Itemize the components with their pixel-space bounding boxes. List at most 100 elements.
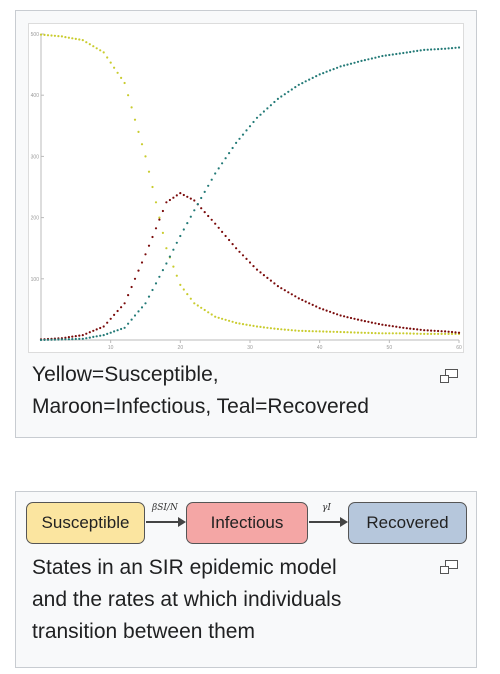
data-point	[346, 63, 349, 66]
data-point	[147, 244, 151, 247]
data-point	[430, 48, 433, 51]
data-point	[360, 319, 363, 322]
data-point	[315, 305, 318, 308]
data-point	[388, 324, 391, 327]
data-point	[384, 332, 387, 335]
data-point	[454, 46, 457, 49]
state-infectious: Infectious	[186, 502, 308, 544]
data-point	[133, 118, 137, 121]
data-point	[78, 337, 81, 340]
data-point	[113, 66, 116, 69]
data-point	[106, 56, 109, 59]
chart-image[interactable]: 10 20 30 40 50 60 100 200 300 400 500	[28, 23, 464, 353]
data-point	[419, 49, 422, 52]
data-point	[217, 316, 220, 319]
data-point	[64, 338, 67, 341]
data-point	[248, 324, 252, 327]
data-point	[363, 331, 366, 334]
data-point	[214, 315, 217, 318]
data-point	[283, 289, 286, 292]
data-point	[78, 38, 81, 41]
data-point	[290, 88, 293, 91]
data-point	[182, 228, 185, 231]
data-point	[304, 329, 307, 333]
data-point	[374, 332, 377, 335]
data-point	[363, 59, 366, 62]
data-point	[67, 336, 70, 339]
data-point	[182, 288, 185, 291]
data-point	[301, 298, 304, 302]
figure-caption: States in an SIR epidemic model and the …	[32, 552, 432, 648]
data-point	[116, 71, 119, 74]
data-point	[50, 338, 53, 341]
series-susceptible	[39, 33, 461, 335]
data-point	[273, 100, 276, 104]
data-point	[377, 322, 380, 326]
data-point	[353, 61, 356, 64]
data-point	[426, 48, 429, 51]
data-point	[207, 311, 210, 314]
figure-caption: Yellow=Susceptible, Maroon=Infectious, T…	[32, 359, 432, 423]
data-point	[370, 57, 373, 60]
data-point	[332, 312, 335, 315]
data-point	[440, 330, 443, 333]
data-point	[367, 320, 370, 323]
magnify-clip-icon[interactable]	[440, 369, 458, 383]
data-point	[311, 76, 314, 79]
data-point	[137, 310, 140, 313]
data-point	[113, 313, 116, 316]
data-point	[186, 293, 189, 296]
data-point	[255, 116, 259, 119]
data-point	[95, 47, 98, 50]
data-point	[172, 248, 175, 251]
data-point	[235, 321, 238, 324]
data-point	[130, 285, 133, 289]
data-point	[259, 271, 262, 274]
data-point	[203, 190, 206, 193]
data-point	[133, 314, 137, 317]
data-point	[147, 170, 151, 173]
data-point	[133, 277, 137, 280]
data-point	[283, 328, 286, 331]
data-point	[457, 46, 461, 49]
data-point	[60, 338, 63, 341]
data-point	[384, 324, 387, 327]
data-point	[325, 330, 328, 333]
data-point	[85, 41, 88, 44]
data-point	[339, 65, 342, 68]
data-point	[391, 53, 394, 56]
data-point	[447, 47, 450, 50]
data-point	[287, 328, 290, 331]
data-point	[259, 113, 262, 116]
data-point	[405, 332, 408, 335]
data-point	[405, 327, 408, 330]
magnify-clip-icon[interactable]	[440, 560, 458, 574]
data-point	[356, 331, 360, 334]
data-point	[127, 94, 130, 97]
data-point	[304, 300, 307, 303]
data-point	[109, 317, 112, 320]
data-point	[210, 218, 213, 221]
y-tick-label: 500	[31, 32, 40, 38]
data-point	[120, 327, 123, 331]
data-point	[402, 332, 405, 335]
data-point	[294, 329, 297, 332]
data-point	[297, 83, 300, 86]
data-point	[297, 297, 300, 300]
data-point	[158, 216, 161, 219]
data-point	[339, 314, 342, 317]
data-point	[71, 338, 74, 341]
data-point	[269, 104, 272, 107]
data-point	[113, 330, 116, 333]
figure-sir-diagram: Susceptible βSI/N Infectious γI Recovere…	[15, 491, 477, 668]
data-point	[318, 73, 321, 76]
data-point	[248, 261, 252, 264]
data-point	[315, 75, 318, 78]
data-point	[140, 261, 144, 264]
data-point	[228, 238, 231, 242]
data-point	[88, 43, 91, 46]
data-point	[336, 330, 339, 333]
data-point	[447, 332, 450, 335]
data-point	[315, 330, 318, 333]
data-point	[304, 80, 307, 83]
